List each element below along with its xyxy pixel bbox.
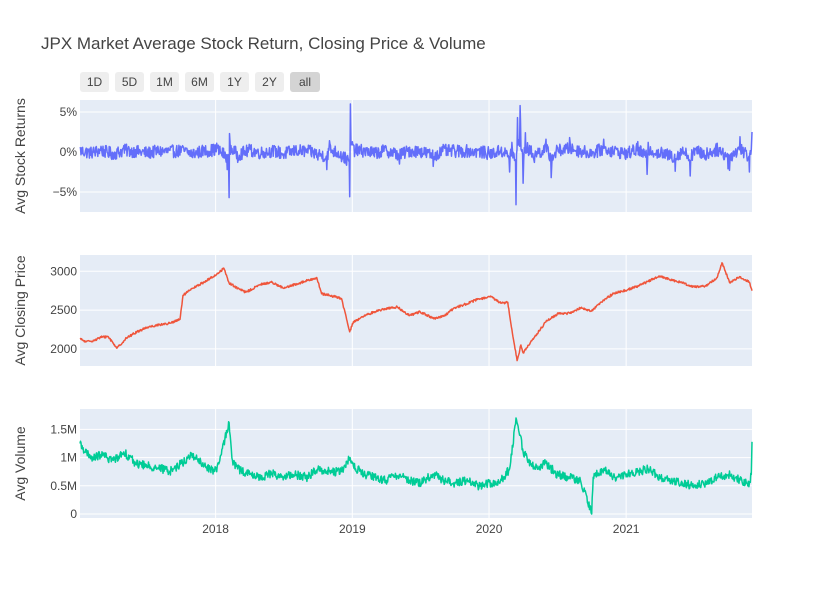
closing-price-y-tick-label: 2000 <box>50 342 77 356</box>
volume-y-tick-label: 0.5M <box>50 479 77 493</box>
closing-price-y-axis-title: Avg Closing Price <box>12 255 28 365</box>
volume-y-tick-label: 1M <box>60 451 77 465</box>
closing-price-panel: 3000 2500 2000 Avg Closing Price <box>12 255 753 366</box>
volume-y-tick-label: 1.5M <box>50 422 77 436</box>
x-tick-label: 2019 <box>339 522 366 536</box>
x-tick-label: 2021 <box>613 522 640 536</box>
x-tick-label: 2020 <box>476 522 503 536</box>
range-button-5d[interactable]: 5D <box>115 72 144 92</box>
range-button-6m[interactable]: 6M <box>185 72 214 92</box>
range-button-1y[interactable]: 1Y <box>220 72 249 92</box>
range-button-2y[interactable]: 2Y <box>255 72 284 92</box>
closing-price-line[interactable] <box>79 262 753 362</box>
plot-area <box>80 409 752 518</box>
range-button-all[interactable]: all <box>290 72 320 92</box>
returns-line[interactable] <box>79 103 753 206</box>
volume-y-tick-label: 0 <box>70 507 77 521</box>
volume-panel: 1.5M 1M 0.5M 0 Avg Volume 2018 2019 2020 2021 <box>12 409 753 536</box>
range-button-1m[interactable]: 1M <box>150 72 179 92</box>
chart-title: JPX Market Average Stock Return, Closing… <box>41 34 486 53</box>
closing-price-y-tick-label: 2500 <box>50 303 77 317</box>
range-button-1d[interactable]: 1D <box>80 72 109 92</box>
returns-y-tick-label: −5% <box>53 185 78 199</box>
x-tick-label: 2018 <box>202 522 229 536</box>
returns-y-tick-label: 0% <box>60 145 78 159</box>
volume-y-axis-title: Avg Volume <box>12 426 28 501</box>
returns-y-tick-label: 5% <box>60 105 78 119</box>
closing-price-y-tick-label: 3000 <box>50 264 77 278</box>
returns-panel: 5% 0% −5% Avg Stock Returns <box>12 98 753 214</box>
volume-line[interactable] <box>79 417 753 515</box>
returns-y-axis-title: Avg Stock Returns <box>12 98 28 214</box>
